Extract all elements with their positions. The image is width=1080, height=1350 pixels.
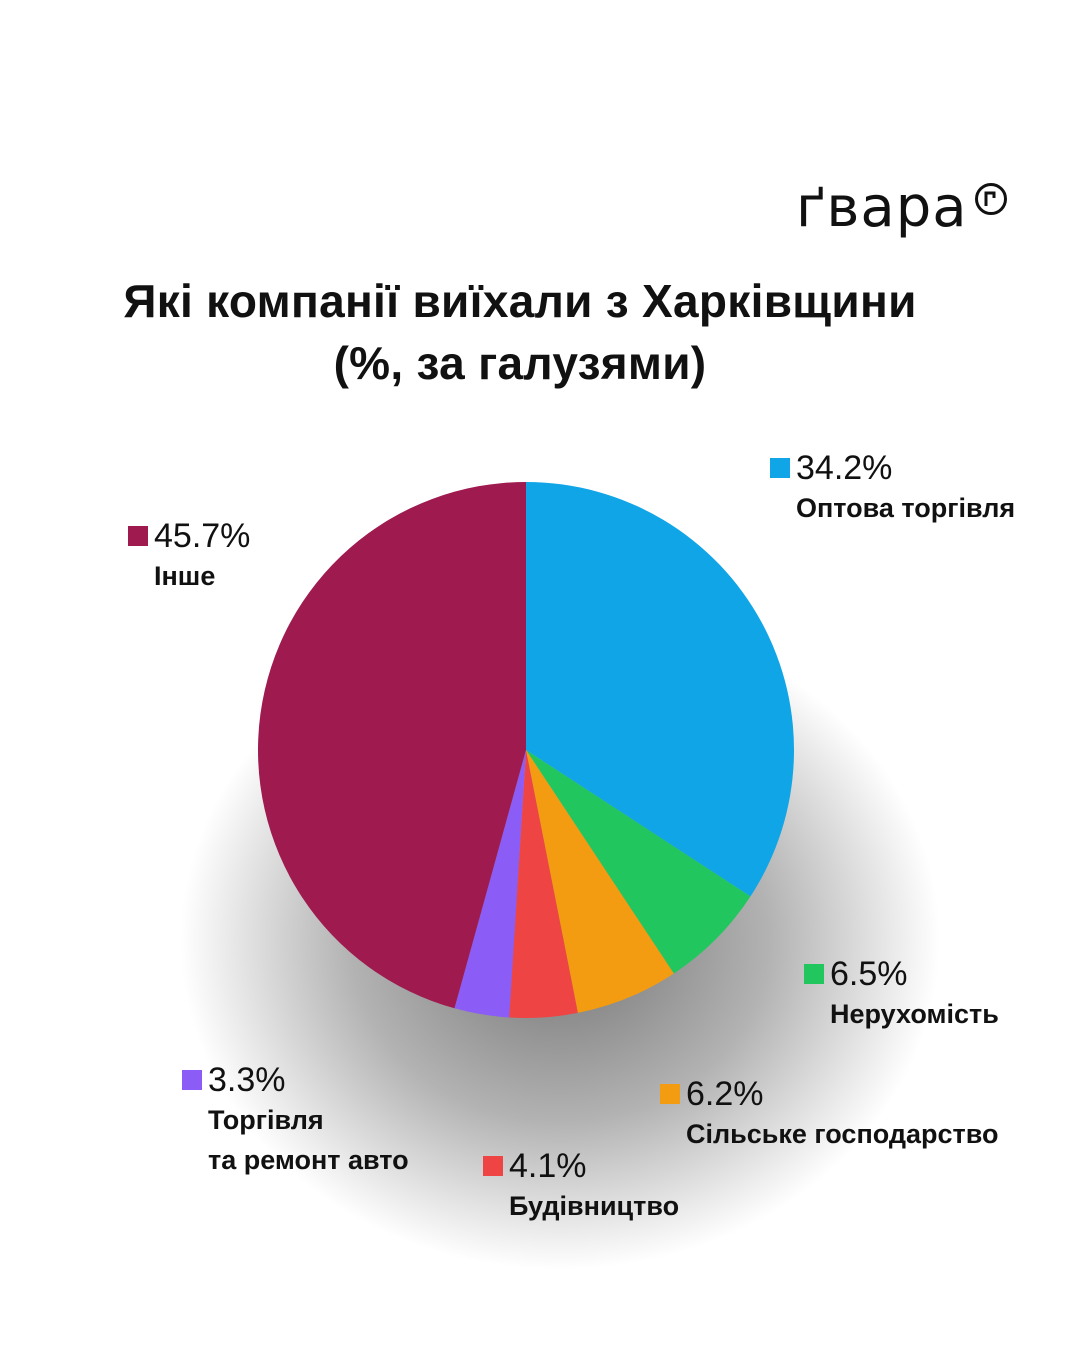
slice-percent: 4.1% (509, 1147, 587, 1185)
slice-category: Торгівля (208, 1105, 324, 1135)
slice-category: Оптова торгівля (796, 493, 1016, 523)
chart-title: Які компанії виїхали з Харківщини (%, за… (0, 270, 1040, 394)
legend-swatch (660, 1084, 680, 1104)
slice-category: Сільське господарство (686, 1119, 999, 1149)
pie-slice-real-estate (526, 750, 751, 974)
pie-slice-wholesale (526, 482, 794, 897)
data-label-wholesale: 34.2% Оптова торгівля (770, 448, 1015, 528)
legend-swatch (770, 458, 790, 478)
pie-slice-agriculture (526, 750, 674, 1013)
logo-text: ґвара (796, 175, 968, 240)
data-label-auto-trade: 3.3% Торгівля та ремонт авто (182, 1060, 409, 1180)
slice-percent: 6.2% (686, 1075, 764, 1113)
slice-category: Нерухомість (830, 999, 999, 1029)
slice-percent: 34.2% (796, 449, 893, 487)
data-label-real-estate: 6.5% Нерухомість (804, 954, 999, 1034)
slice-percent: 3.3% (208, 1061, 286, 1099)
data-label-other: 45.7% Інше (128, 516, 250, 596)
logo-mark-icon (974, 183, 1007, 215)
legend-swatch (804, 964, 824, 984)
slice-category: Будівництво (509, 1191, 680, 1221)
pie-slices (258, 482, 794, 1018)
slice-percent: 45.7% (154, 517, 251, 555)
chart-title-line-2: (%, за галузями) (333, 337, 707, 389)
legend-swatch (128, 526, 148, 546)
legend-swatch (182, 1070, 202, 1090)
data-label-agriculture: 6.2% Сільське господарство (660, 1074, 999, 1154)
pie-slice-other (258, 482, 526, 1009)
slice-category: Інше (154, 561, 216, 591)
logo: ґвара (796, 176, 1008, 240)
slice-category: та ремонт авто (208, 1145, 409, 1175)
chart-title-line-1: Які компанії виїхали з Харківщини (123, 275, 917, 327)
pie-slice-auto-trade (454, 750, 526, 1018)
pie-slice-construction (509, 750, 578, 1018)
data-label-construction: 4.1% Будівництво (483, 1146, 679, 1226)
legend-swatch (483, 1156, 503, 1176)
slice-percent: 6.5% (830, 955, 908, 993)
